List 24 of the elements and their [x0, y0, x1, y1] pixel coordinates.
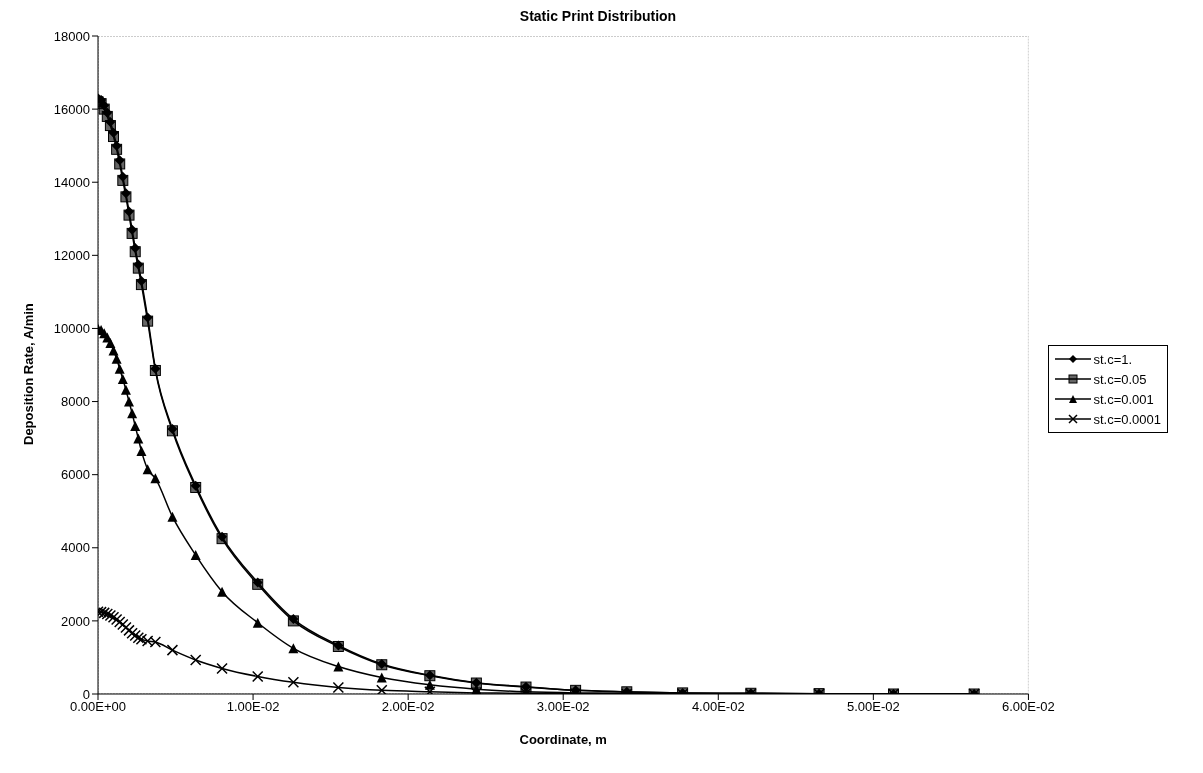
legend-label: st.c=0.05 — [1093, 371, 1147, 387]
y-tick-label: 10000 — [53, 321, 90, 337]
y-tick-label: 6000 — [61, 467, 90, 483]
y-axis-title: Deposition Rate, A/min — [20, 303, 36, 445]
y-tick-label: 2000 — [61, 613, 90, 629]
legend-label: st.c=0.001 — [1093, 391, 1154, 407]
x-tick-label: 5.00E-02 — [846, 699, 900, 715]
x-tick-label: 3.00E-02 — [536, 699, 590, 715]
legend-label: st.c=0.0001 — [1093, 411, 1161, 427]
chart-title: Static Print Distribution — [518, 8, 678, 24]
y-tick-label: 8000 — [61, 394, 90, 410]
x-tick-label: 1.00E-02 — [226, 699, 280, 715]
y-tick-label: 4000 — [61, 540, 90, 556]
x-tick-label: 6.00E-02 — [1002, 699, 1055, 715]
legend-label: st.c=1. — [1093, 351, 1133, 367]
y-tick-label: 0 — [82, 686, 90, 702]
x-axis-title: Coordinate, m — [519, 732, 607, 747]
y-tick-label: 18000 — [53, 28, 90, 44]
y-tick-label: 16000 — [53, 101, 90, 117]
y-tick-label: 14000 — [53, 174, 90, 190]
y-tick-label: 12000 — [53, 247, 90, 263]
x-tick-label: 2.00E-02 — [381, 699, 435, 715]
x-tick-label: 0.00E+00 — [69, 699, 127, 715]
x-tick-label: 4.00E-02 — [691, 699, 745, 715]
